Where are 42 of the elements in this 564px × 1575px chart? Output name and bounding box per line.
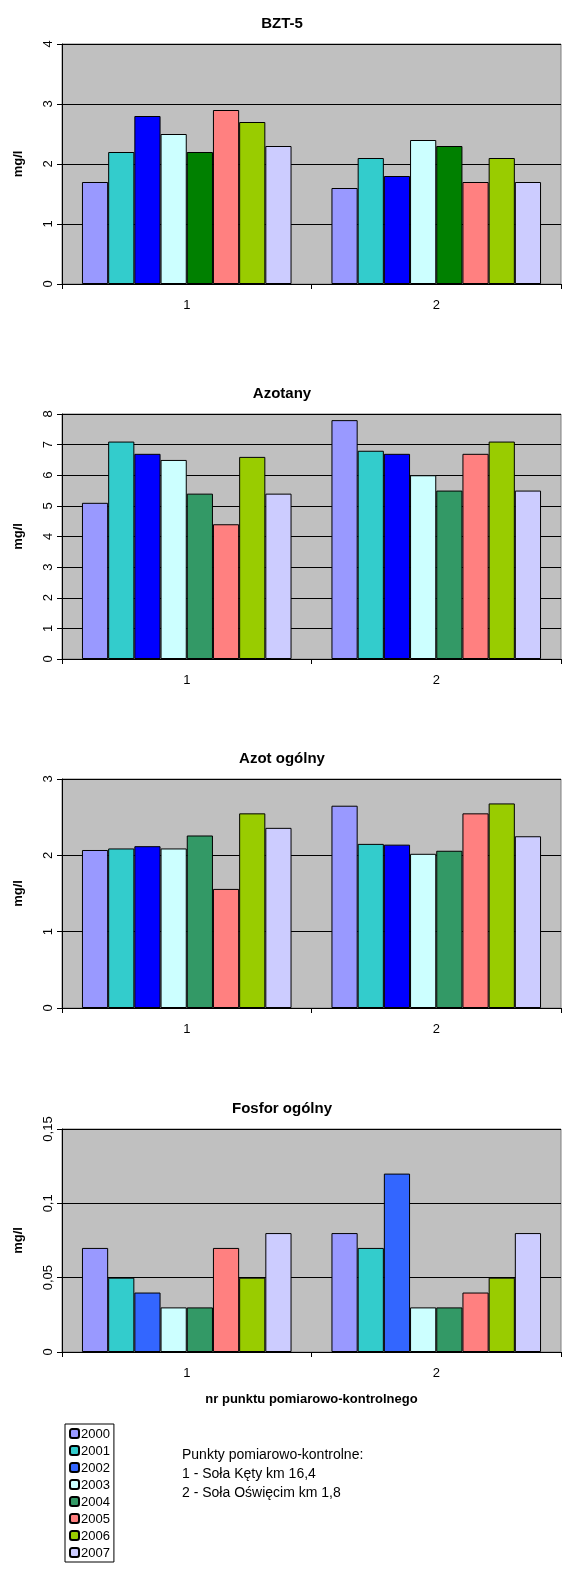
y-tick-label: 0,15: [40, 1116, 55, 1142]
y-tick-label: 7: [40, 441, 55, 449]
x-axis-title: nr punktu pomiarowo-kontrolnego: [205, 1391, 418, 1406]
y-tick-label: 0,05: [40, 1265, 55, 1291]
y-tick-label: 4: [40, 40, 55, 48]
text: 2 - Soła Oświęcim km 1,8: [182, 1484, 341, 1500]
y-axis-title: mg/l: [10, 1227, 25, 1254]
y-tick-label: 0: [40, 1348, 55, 1356]
y-tick-label: 5: [40, 502, 55, 510]
text: Punkty pomiarowo-kontrolne:: [182, 1446, 364, 1462]
y-axis-title: mg/l: [10, 880, 25, 907]
y-tick-label: 1: [40, 220, 55, 228]
chart-title: Fosfor ogólny: [232, 1099, 333, 1116]
legend-label: 2000: [81, 1426, 110, 1441]
chart-title: Azot ogólny: [239, 749, 326, 766]
y-tick-label: 0: [40, 1004, 55, 1012]
legend-label: 2002: [81, 1460, 110, 1475]
y-tick-label: 4: [40, 532, 55, 541]
y-tick-label: 1: [40, 624, 55, 632]
legend-label: 2004: [81, 1494, 110, 1509]
y-tick-label: 3: [40, 563, 55, 571]
y-axis-title: mg/l: [10, 523, 25, 550]
y-tick-label: 8: [40, 410, 55, 418]
legend-label: 2006: [81, 1528, 110, 1543]
y-tick-label: 0,1: [40, 1194, 55, 1213]
chart-title: Azotany: [252, 384, 312, 401]
y-tick-label: 1: [40, 928, 55, 936]
y-tick-label: 6: [40, 471, 55, 479]
legend-label: 2001: [81, 1443, 110, 1458]
legend-label: 2003: [81, 1477, 110, 1492]
y-tick-label: 0: [40, 655, 55, 663]
y-axis-title: mg/l: [10, 150, 25, 178]
y-tick-label: 2: [40, 851, 55, 859]
legend-label: 2005: [81, 1511, 110, 1526]
y-tick-label: 3: [40, 775, 55, 783]
chart-title: BZT-5: [261, 14, 303, 31]
y-tick-label: 2: [40, 594, 55, 602]
legend-label: 2007: [81, 1545, 110, 1560]
y-tick-label: 2: [40, 160, 55, 168]
y-tick-label: 3: [40, 100, 55, 108]
y-tick-label: 0: [40, 280, 55, 288]
text: 1 - Soła Kęty km 16,4: [182, 1465, 317, 1481]
